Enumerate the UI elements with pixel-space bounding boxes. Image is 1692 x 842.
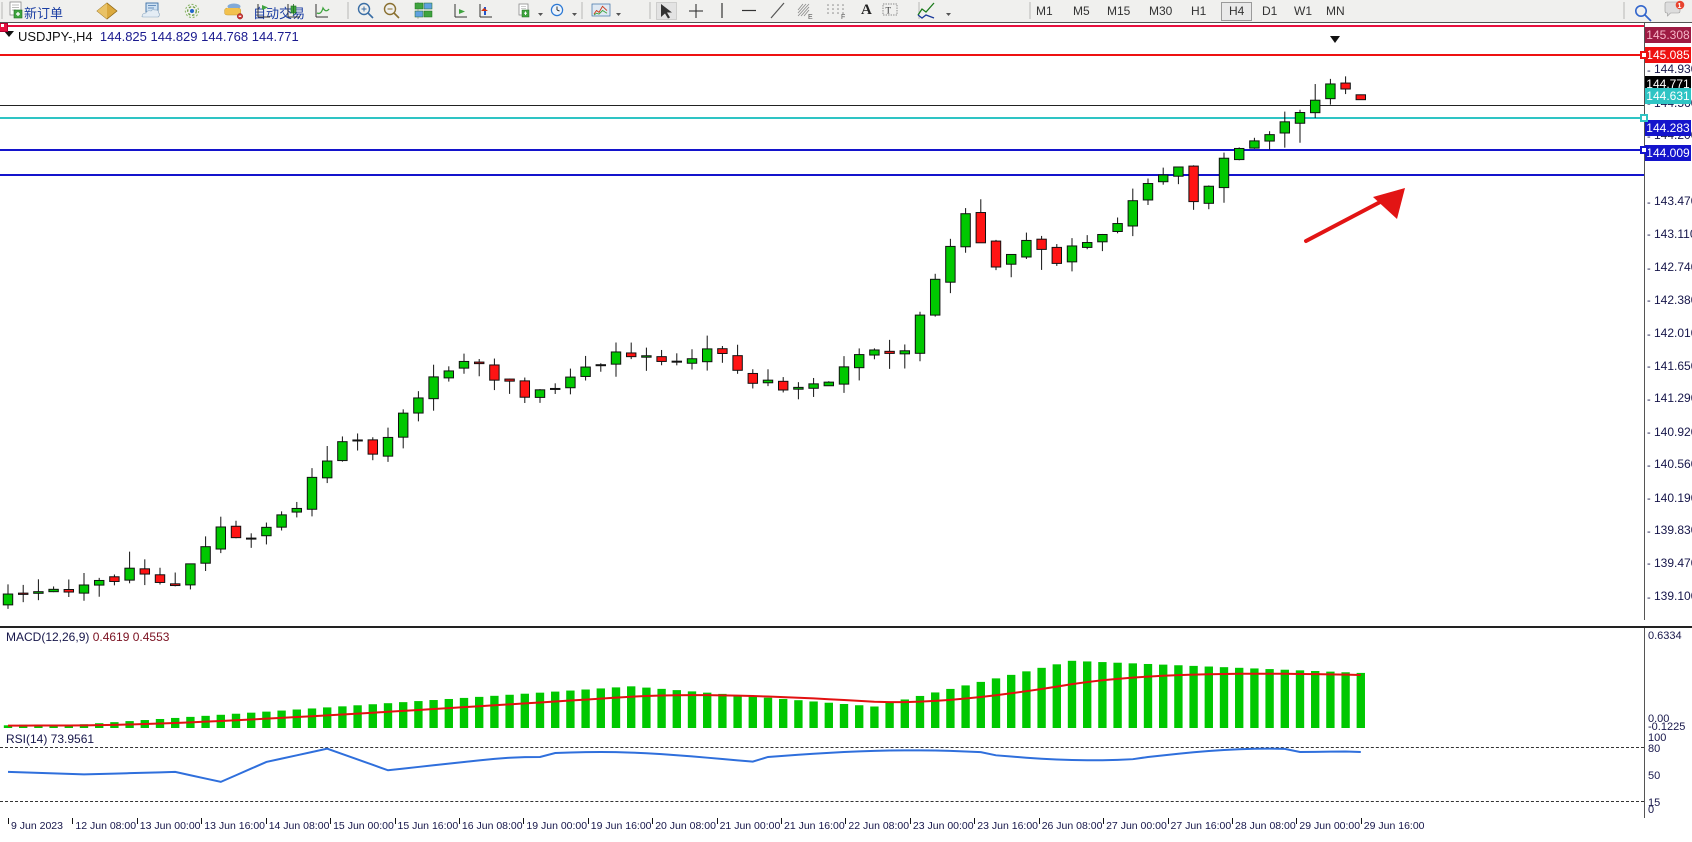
svg-text:1: 1 (1678, 3, 1682, 10)
